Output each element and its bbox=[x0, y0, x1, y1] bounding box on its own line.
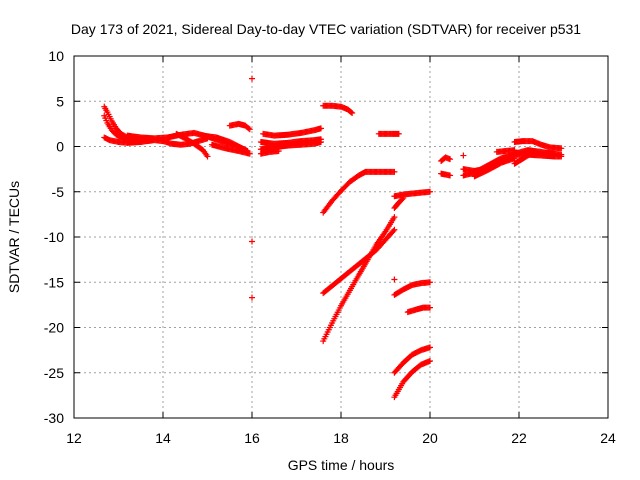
data-point bbox=[528, 150, 535, 157]
data-point bbox=[427, 304, 433, 311]
x-tick-label: 14 bbox=[155, 430, 171, 446]
x-axis-label: GPS time / hours bbox=[288, 457, 395, 473]
y-tick-label: -5 bbox=[52, 184, 65, 200]
data-point bbox=[249, 238, 255, 245]
data-point bbox=[427, 344, 433, 351]
data-point bbox=[349, 110, 356, 117]
data-point bbox=[391, 214, 398, 221]
data-point bbox=[246, 126, 253, 133]
y-tick-label: -20 bbox=[44, 320, 64, 336]
data-point bbox=[204, 153, 211, 160]
data-point bbox=[249, 75, 255, 82]
data-point bbox=[511, 147, 518, 154]
data-point bbox=[249, 294, 255, 301]
data-point bbox=[246, 150, 253, 157]
x-tick-label: 24 bbox=[600, 430, 616, 446]
data-point bbox=[427, 357, 433, 364]
x-tick-label: 20 bbox=[422, 430, 438, 446]
data-point bbox=[390, 228, 397, 235]
data-point bbox=[447, 172, 454, 179]
data-point bbox=[391, 168, 398, 175]
x-tick-label: 12 bbox=[66, 430, 82, 446]
data-point bbox=[317, 138, 324, 145]
data-point bbox=[511, 155, 518, 162]
data-point bbox=[558, 153, 565, 160]
data-point bbox=[391, 276, 398, 283]
y-tick-label: -15 bbox=[44, 274, 64, 290]
data-point bbox=[275, 148, 282, 155]
y-tick-label: 5 bbox=[56, 93, 64, 109]
data-point bbox=[447, 156, 454, 163]
data-points bbox=[101, 75, 565, 401]
grid bbox=[74, 56, 608, 418]
data-point bbox=[245, 125, 252, 132]
x-tick-label: 16 bbox=[244, 430, 260, 446]
data-point bbox=[348, 109, 355, 116]
y-tick-label: -10 bbox=[44, 229, 64, 245]
data-point bbox=[395, 130, 402, 137]
axes: 12 14 16 18 20 22 24 -30 -25 -20 -15 -10 -5 0 5 10 bbox=[44, 48, 616, 446]
y-tick-label: -25 bbox=[44, 365, 64, 381]
data-point bbox=[558, 145, 565, 152]
data-point bbox=[399, 196, 406, 203]
y-tick-label: 0 bbox=[56, 139, 64, 155]
data-point bbox=[400, 195, 407, 202]
data-point bbox=[427, 188, 433, 195]
y-axis-label: SDTVAR / TECUs bbox=[6, 181, 22, 293]
y-tick-label: 10 bbox=[48, 48, 64, 64]
data-point bbox=[460, 152, 467, 159]
data-point bbox=[391, 226, 398, 233]
data-point bbox=[529, 149, 536, 156]
y-tick-label: -30 bbox=[44, 410, 64, 426]
x-tick-label: 22 bbox=[511, 430, 527, 446]
data-point bbox=[317, 125, 324, 132]
data-point bbox=[427, 279, 433, 286]
chart-title: Day 173 of 2021, Sidereal Day-to-day VTE… bbox=[71, 21, 581, 37]
x-tick-label: 18 bbox=[333, 430, 349, 446]
